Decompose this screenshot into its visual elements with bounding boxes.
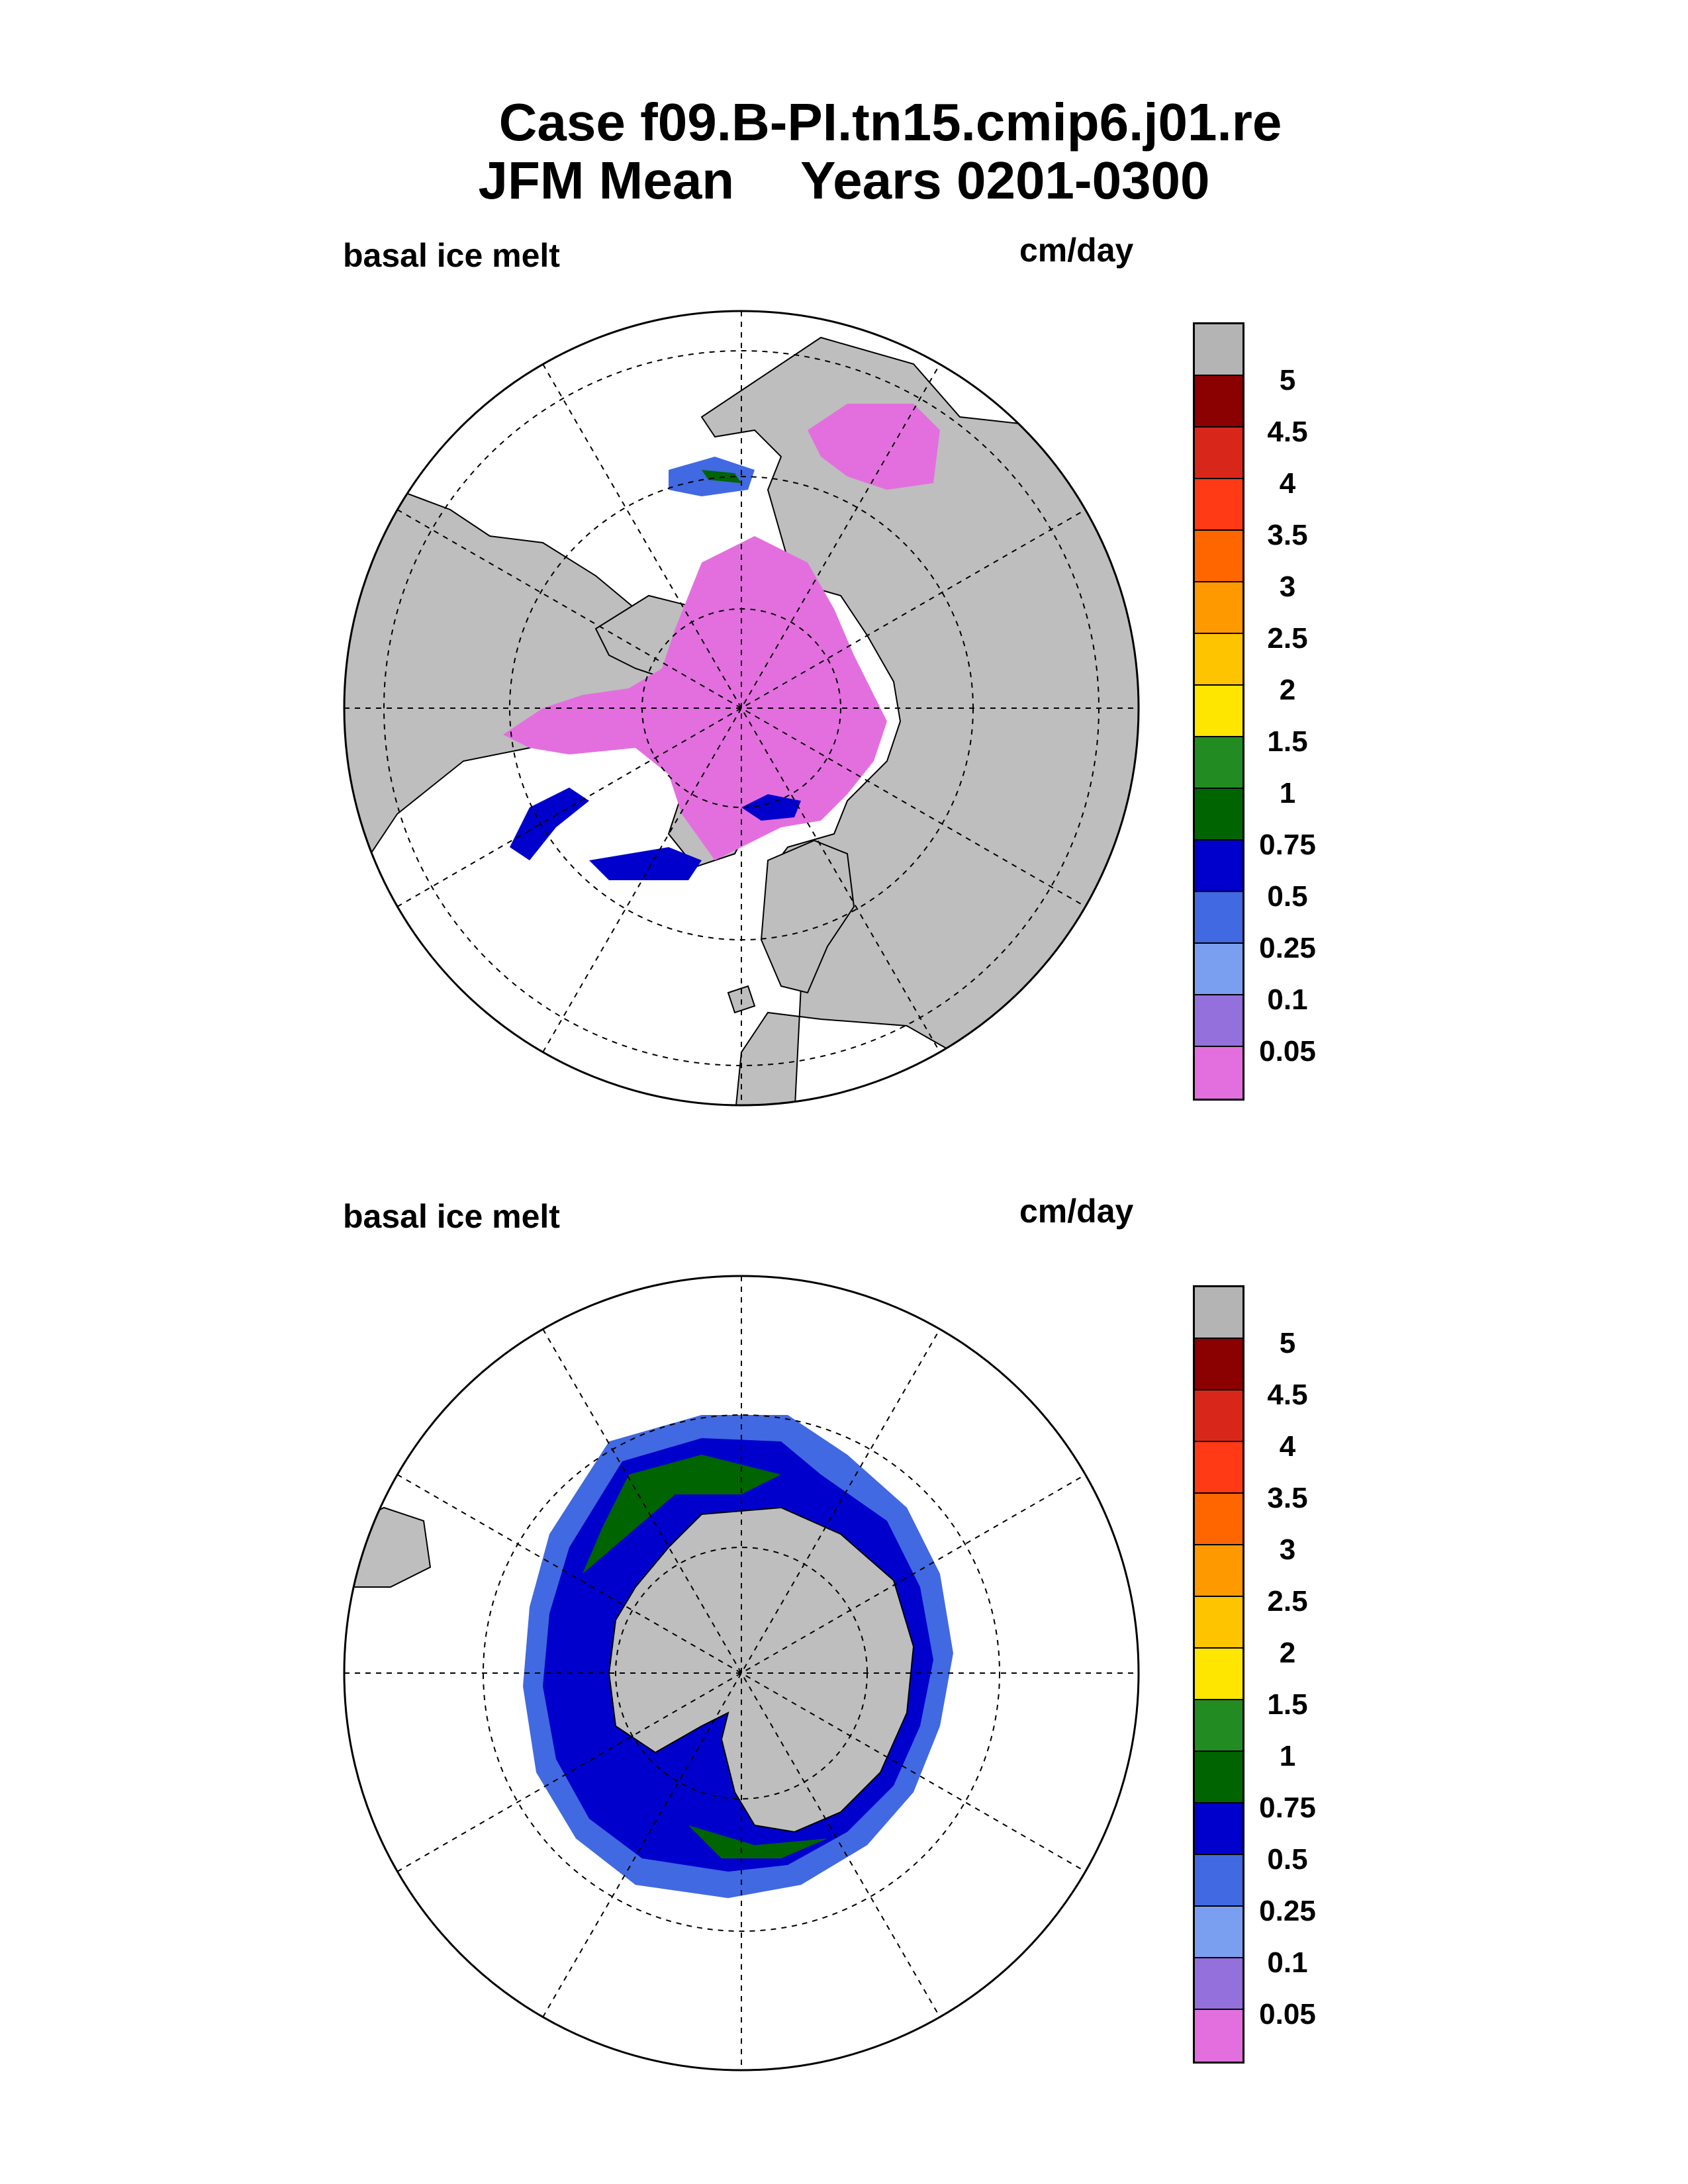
colorbar-tick-label: 2.5 (1267, 622, 1308, 655)
colorbar-swatch (1195, 1339, 1243, 1390)
colorbar-swatch (1195, 995, 1243, 1047)
north-polar-map (343, 310, 1140, 1107)
antarctica-landmass (608, 1506, 915, 1833)
colorbar-tick-label: 4.5 (1267, 416, 1308, 448)
weddell-ice-core (583, 1455, 781, 1574)
colorbar-swatch (1195, 686, 1243, 737)
colorbar-swatch (1195, 944, 1243, 995)
colorbar-tick-label: 2 (1279, 1637, 1296, 1669)
colorbar-tick-label: 0.75 (1259, 829, 1316, 861)
plot-subtitle: JFM Mean Years 0201-0300 (0, 151, 1688, 210)
colorbar-swatch (1195, 1855, 1243, 1907)
colorbar-tick-label: 5 (1279, 1327, 1296, 1359)
colorbar-swatch (1195, 1649, 1243, 1700)
colorbar-tick-label: 5 (1279, 364, 1296, 396)
colorbar-tick-label: 2 (1279, 674, 1296, 706)
colorbar-swatch (1195, 737, 1243, 789)
south-map-boundary (343, 1275, 1140, 2071)
colorbar-swatch (1195, 1907, 1243, 1958)
south-graticule (344, 1276, 1139, 2070)
colorbar-swatch (1195, 1047, 1243, 1099)
colorbar-tick-label: 1 (1279, 777, 1296, 809)
colorbar-tick-label: 0.75 (1259, 1792, 1316, 1824)
colorbar-swatch (1195, 1752, 1243, 1803)
colorbar-tick-label: 0.05 (1259, 1998, 1316, 2030)
north-map-boundary (343, 310, 1140, 1107)
season-label: JFM Mean (478, 151, 735, 210)
north-graticule (344, 311, 1139, 1105)
scandinavia-landmass (760, 839, 855, 994)
colorbar-swatch (1195, 1442, 1243, 1494)
greenland-sea-ice-edge (589, 847, 702, 880)
colorbar-swatch (1195, 1803, 1243, 1855)
panel2-colorbar (1193, 1285, 1244, 2064)
colorbar-tick-label: 0.1 (1267, 983, 1308, 1016)
colorbar-tick-label: 4 (1279, 1430, 1296, 1463)
colorbar-swatch (1195, 1390, 1243, 1442)
barents-ice-edge (741, 794, 801, 821)
colorbar-swatch (1195, 479, 1243, 531)
colorbar-tick-label: 0.05 (1259, 1035, 1316, 1068)
arctic-sea-ice (503, 536, 887, 860)
colorbar-tick-label: 1.5 (1267, 1688, 1308, 1721)
colorbar-swatch (1195, 1597, 1243, 1649)
colorbar-swatch (1195, 582, 1243, 634)
panel1-units-label: cm/day (1019, 232, 1134, 269)
colorbar-swatch (1195, 1700, 1243, 1752)
panel2-units-label: cm/day (1019, 1193, 1134, 1230)
colorbar-swatch (1195, 1545, 1243, 1597)
okhotsk-ice-edge (702, 470, 741, 483)
colorbar-swatch (1195, 1494, 1243, 1545)
colorbar-swatch (1195, 376, 1243, 428)
colorbar-swatch (1195, 892, 1243, 944)
colorbar-tick-label: 3.5 (1267, 1482, 1308, 1514)
colorbar-swatch (1195, 428, 1243, 479)
colorbar-tick-label: 0.5 (1267, 1843, 1308, 1876)
colorbar-tick-label: 1 (1279, 1740, 1296, 1772)
panel2-variable-label: basal ice melt (343, 1198, 560, 1235)
colorbar-tick-label: 3.5 (1267, 519, 1308, 551)
colorbar-swatch (1195, 1958, 1243, 2010)
colorbar-swatch (1195, 324, 1243, 376)
colorbar-swatch (1195, 789, 1243, 841)
colorbar-tick-label: 4.5 (1267, 1379, 1308, 1411)
colorbar-swatch (1195, 634, 1243, 686)
colorbar-swatch (1195, 531, 1243, 582)
colorbar-tick-label: 0.1 (1267, 1946, 1308, 1979)
bering-sea-ice (808, 404, 940, 490)
south-polar-map (343, 1275, 1140, 2071)
colorbar-tick-label: 4 (1279, 467, 1296, 500)
plot-title: Case f09.B-PI.tn15.cmip6.j01.re (498, 93, 1282, 152)
colorbar-tick-label: 3 (1279, 570, 1296, 603)
labrador-ice-edge (510, 788, 589, 860)
colorbar-swatch (1195, 1287, 1243, 1339)
colorbar-tick-label: 1.5 (1267, 725, 1308, 758)
colorbar-tick-label: 3 (1279, 1533, 1296, 1566)
panel1-variable-label: basal ice melt (343, 237, 560, 274)
panel1-colorbar (1193, 322, 1244, 1101)
colorbar-swatch (1195, 841, 1243, 892)
colorbar-tick-label: 2.5 (1267, 1585, 1308, 1617)
years-label: Years 0201-0300 (800, 151, 1210, 210)
colorbar-tick-label: 0.25 (1259, 1895, 1316, 1927)
ross-ice-core (688, 1825, 827, 1858)
colorbar-tick-label: 0.25 (1259, 932, 1316, 964)
colorbar-swatch (1195, 2010, 1243, 2062)
colorbar-tick-label: 0.5 (1267, 880, 1308, 913)
